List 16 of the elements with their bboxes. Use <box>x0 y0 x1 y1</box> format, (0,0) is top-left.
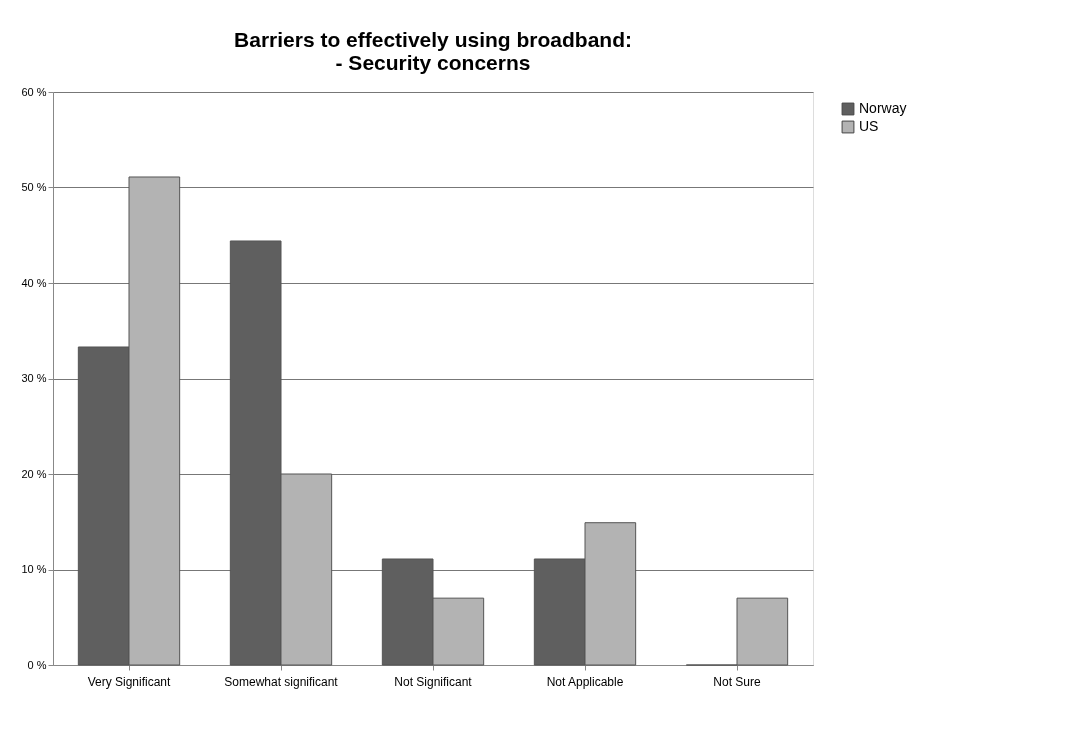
legend-label: Norway <box>859 100 907 116</box>
text: Barriers to effectively using broadband: <box>234 28 632 51</box>
y-tick-label: 30 % <box>21 372 47 384</box>
text: - Security concerns <box>335 51 531 74</box>
x-tick-label: Not Significant <box>394 674 473 689</box>
legend-label: US <box>859 118 879 134</box>
x-tick-label: Not Applicable <box>546 674 624 689</box>
y-tick-label: 50 % <box>21 181 47 193</box>
x-tick-label: Not Sure <box>713 674 761 689</box>
y-tick-label: 60 % <box>21 85 47 98</box>
x-tick-label: Very Significant <box>87 674 172 689</box>
y-tick-label: 40 % <box>21 276 47 289</box>
y-tick-label: 10 % <box>21 563 47 575</box>
y-tick-label: 20 % <box>21 467 47 480</box>
y-tick-label: 0 % <box>27 658 47 671</box>
x-tick-label: Somewhat significant <box>224 674 339 689</box>
